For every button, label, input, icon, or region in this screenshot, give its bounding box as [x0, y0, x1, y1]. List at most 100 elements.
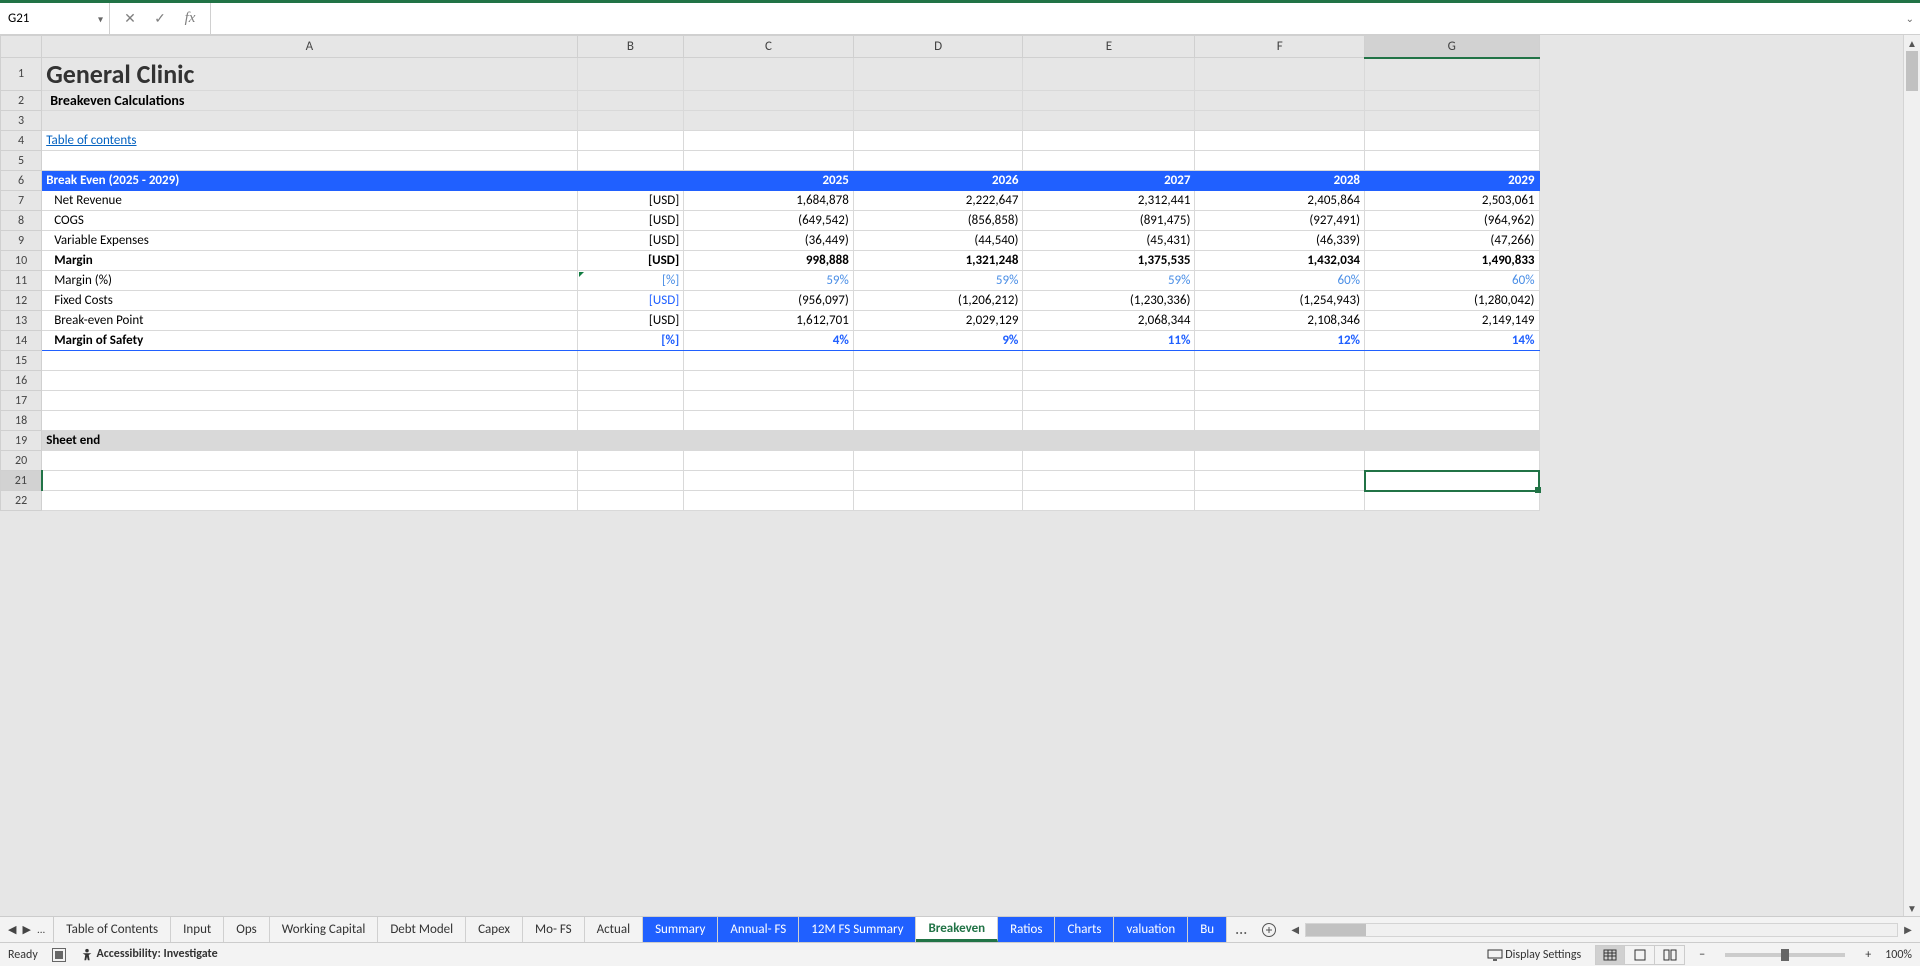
cell-G3[interactable] [1365, 111, 1539, 131]
cell-G11[interactable]: 60% [1365, 271, 1539, 291]
name-box-dropdown-icon[interactable]: ▾ [98, 12, 103, 25]
sheet-tab-bu[interactable]: Bu [1188, 917, 1227, 942]
col-header-G[interactable]: G [1365, 36, 1539, 58]
row-header-15[interactable]: 15 [1, 351, 42, 371]
cell-A2[interactable]: Breakeven Calculations [42, 91, 577, 111]
cell-E20[interactable] [1023, 451, 1195, 471]
cell-F6[interactable]: 2028 [1195, 171, 1365, 191]
cell-G2[interactable] [1365, 91, 1539, 111]
cell-G19[interactable] [1365, 431, 1539, 451]
sheet-tab-12m-fs-summary[interactable]: 12M FS Summary [799, 917, 916, 942]
cell-E16[interactable] [1023, 371, 1195, 391]
cell-C1[interactable] [684, 58, 854, 91]
cell-F8[interactable]: (927,491) [1195, 211, 1365, 231]
cell-C7[interactable]: 1,684,878 [684, 191, 854, 211]
cell-C21[interactable] [684, 471, 854, 491]
row-header-22[interactable]: 22 [1, 491, 42, 511]
cell-A10[interactable]: Margin [42, 251, 577, 271]
tab-nav-more[interactable]: ... [35, 923, 47, 936]
row-header-1[interactable]: 1 [1, 58, 42, 91]
cell-E14[interactable]: 11% [1023, 331, 1195, 351]
cell-D14[interactable]: 9% [853, 331, 1023, 351]
cell-C18[interactable] [684, 411, 854, 431]
cell-D2[interactable] [853, 91, 1023, 111]
cell-B20[interactable] [577, 451, 684, 471]
formula-input[interactable]: ⌄ [211, 3, 1920, 34]
cell-G8[interactable]: (964,962) [1365, 211, 1539, 231]
col-header-B[interactable]: B [577, 36, 684, 58]
hscroll-track[interactable] [1305, 923, 1898, 937]
row-header-4[interactable]: 4 [1, 131, 42, 151]
cell-D10[interactable]: 1,321,248 [853, 251, 1023, 271]
row-header-21[interactable]: 21 [1, 471, 42, 491]
formula-cancel-button[interactable]: ✕ [120, 9, 140, 29]
cell-B14[interactable]: [%] [577, 331, 684, 351]
row-header-8[interactable]: 8 [1, 211, 42, 231]
row-header-16[interactable]: 16 [1, 371, 42, 391]
row-header-7[interactable]: 7 [1, 191, 42, 211]
sheet-tab-annual-fs[interactable]: Annual- FS [718, 917, 799, 942]
cell-F17[interactable] [1195, 391, 1365, 411]
tab-nav-next-icon[interactable]: ▶ [20, 923, 32, 936]
row-header-6[interactable]: 6 [1, 171, 42, 191]
cell-B10[interactable]: [USD] [577, 251, 684, 271]
cell-A6[interactable]: Break Even (2025 - 2029) [42, 171, 577, 191]
display-settings-button[interactable]: Display Settings [1487, 948, 1582, 962]
sheet-tab-ratios[interactable]: Ratios [998, 917, 1055, 942]
row-header-13[interactable]: 13 [1, 311, 42, 331]
cell-D20[interactable] [853, 451, 1023, 471]
sheet-tab-capex[interactable]: Capex [466, 917, 523, 942]
cell-F21[interactable] [1195, 471, 1365, 491]
row-header-17[interactable]: 17 [1, 391, 42, 411]
cell-D6[interactable]: 2026 [853, 171, 1023, 191]
row-header-19[interactable]: 19 [1, 431, 42, 451]
cell-B11[interactable]: [%] [577, 271, 684, 291]
zoom-out-button[interactable]: − [1699, 948, 1705, 962]
row-header-12[interactable]: 12 [1, 291, 42, 311]
cell-B5[interactable] [577, 151, 684, 171]
formula-bar-expand-icon[interactable]: ⌄ [1906, 12, 1914, 25]
cell-E19[interactable] [1023, 431, 1195, 451]
cell-A3[interactable] [42, 111, 577, 131]
row-header-3[interactable]: 3 [1, 111, 42, 131]
cell-D13[interactable]: 2,029,129 [853, 311, 1023, 331]
sheet-tab-ops[interactable]: Ops [224, 917, 269, 942]
formula-enter-button[interactable]: ✓ [150, 9, 170, 29]
accessibility-status[interactable]: Accessibility: Investigate [80, 947, 218, 961]
cell-C4[interactable] [684, 131, 854, 151]
cell-A4[interactable]: Table of contents [42, 131, 577, 151]
cell-G6[interactable]: 2029 [1365, 171, 1539, 191]
cell-C10[interactable]: 998,888 [684, 251, 854, 271]
cell-E15[interactable] [1023, 351, 1195, 371]
cell-C11[interactable]: 59% [684, 271, 854, 291]
row-header-14[interactable]: 14 [1, 331, 42, 351]
cell-A19[interactable]: Sheet end [42, 431, 577, 451]
cell-D9[interactable]: (44,540) [853, 231, 1023, 251]
cell-A11[interactable]: Margin (%) [42, 271, 577, 291]
cell-E18[interactable] [1023, 411, 1195, 431]
cell-C15[interactable] [684, 351, 854, 371]
view-page-break-button[interactable] [1655, 945, 1685, 965]
insert-function-button[interactable]: fx [180, 9, 200, 29]
spreadsheet-grid[interactable]: A B C D E F G 1 General Clinic [0, 35, 1540, 511]
cell-F14[interactable]: 12% [1195, 331, 1365, 351]
sheet-tab-summary[interactable]: Summary [643, 917, 718, 942]
cell-A16[interactable] [42, 371, 577, 391]
cell-B9[interactable]: [USD] [577, 231, 684, 251]
cell-E7[interactable]: 2,312,441 [1023, 191, 1195, 211]
cell-F3[interactable] [1195, 111, 1365, 131]
sheet-tab-actual[interactable]: Actual [585, 917, 643, 942]
cell-B21[interactable] [577, 471, 684, 491]
cell-G17[interactable] [1365, 391, 1539, 411]
macro-record-icon[interactable] [52, 948, 66, 962]
cell-F19[interactable] [1195, 431, 1365, 451]
select-all-corner[interactable] [1, 36, 42, 58]
cell-B6[interactable] [577, 171, 684, 191]
cell-D22[interactable] [853, 491, 1023, 511]
cell-C5[interactable] [684, 151, 854, 171]
cell-C3[interactable] [684, 111, 854, 131]
cell-E13[interactable]: 2,068,344 [1023, 311, 1195, 331]
cell-G18[interactable] [1365, 411, 1539, 431]
sheet-tab-charts[interactable]: Charts [1055, 917, 1114, 942]
cell-E8[interactable]: (891,475) [1023, 211, 1195, 231]
